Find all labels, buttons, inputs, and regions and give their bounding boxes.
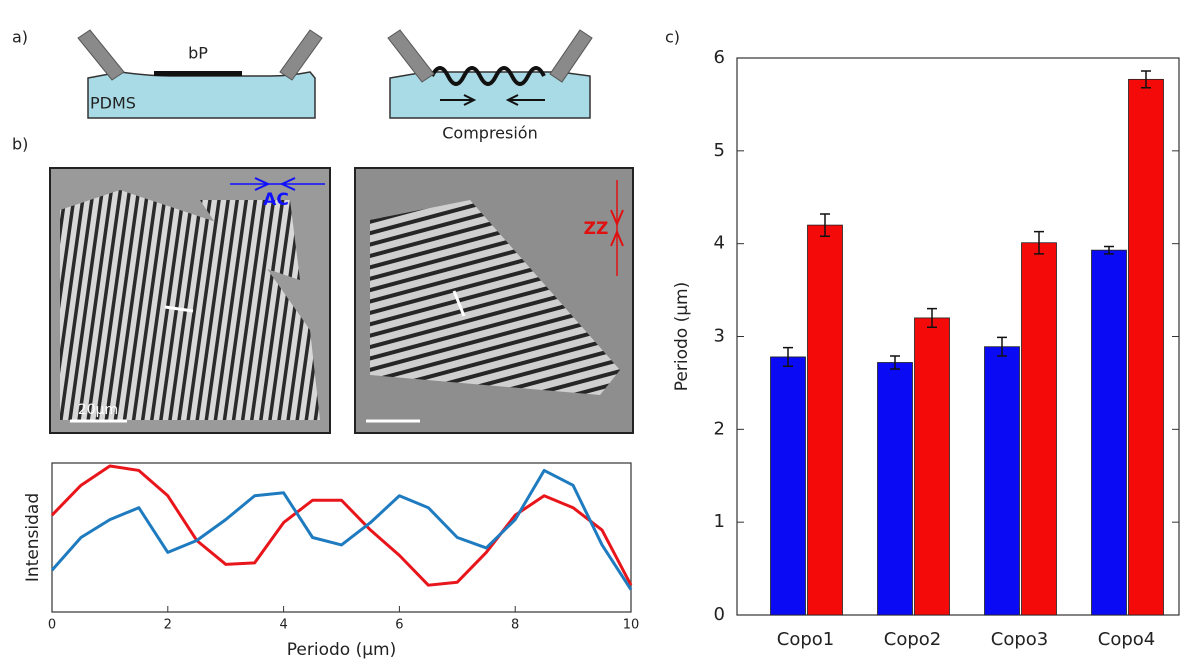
x-tick-label: Copo1	[777, 629, 834, 650]
schematic-label: PDMS	[90, 94, 136, 113]
x-tick-label: 0	[48, 618, 56, 633]
data-line	[52, 470, 631, 589]
figure: a) b) c) bP PDMS Compresión AC 20µm	[0, 0, 1181, 663]
plot-frame	[52, 463, 631, 612]
y-tick-label: 6	[714, 47, 725, 68]
bar	[771, 357, 806, 615]
x-tick-label: Copo2	[884, 629, 941, 650]
bar	[985, 347, 1020, 615]
y-tick-label: 0	[714, 604, 725, 625]
x-tick-label: 4	[279, 618, 287, 633]
schematic-label: Compresión	[442, 124, 537, 143]
scale-bar-label: 20µm	[78, 402, 118, 418]
bar	[878, 362, 913, 615]
bar	[1022, 243, 1057, 615]
direction-label: ZZ	[584, 219, 609, 239]
schematic-after	[388, 30, 592, 118]
y-tick-label: 5	[714, 140, 725, 161]
bar	[1129, 79, 1164, 615]
micrograph	[355, 168, 633, 433]
bar	[808, 225, 843, 615]
x-tick-label: 8	[511, 618, 519, 633]
x-axis-label: Periodo (µm)	[287, 640, 396, 660]
y-tick-label: 2	[714, 418, 725, 439]
y-tick-label: 3	[714, 326, 725, 347]
y-axis-label: Periodo (µm)	[672, 282, 692, 391]
direction-label: AC	[263, 190, 289, 210]
panel-label: c)	[665, 28, 680, 47]
panel-label: a)	[12, 28, 28, 47]
data-line	[52, 466, 631, 585]
y-axis-label: Intensidad	[23, 493, 43, 582]
x-tick-label: Copo3	[991, 629, 1048, 650]
x-tick-label: 2	[164, 618, 172, 633]
x-tick-label: 6	[395, 618, 403, 633]
schematic-label: bP	[188, 44, 208, 63]
x-tick-label: 10	[623, 618, 640, 633]
panel-label: b)	[12, 135, 28, 154]
bar	[1092, 250, 1127, 615]
y-tick-label: 1	[714, 511, 725, 532]
x-tick-label: Copo4	[1098, 629, 1155, 650]
bar	[915, 318, 950, 615]
y-tick-label: 4	[714, 233, 725, 254]
